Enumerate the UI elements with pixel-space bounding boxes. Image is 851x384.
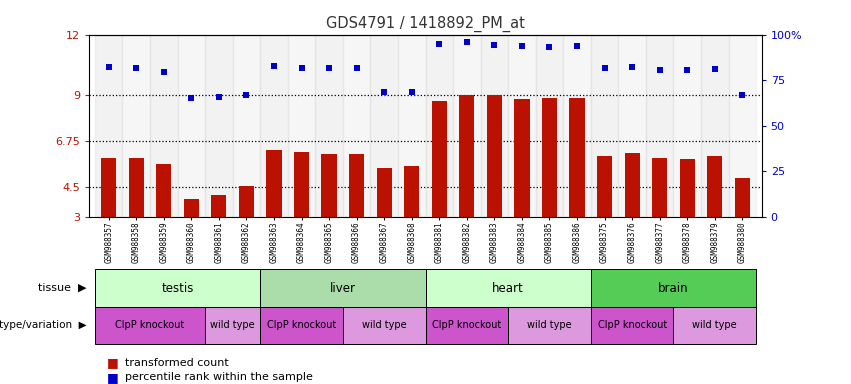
Bar: [129, 158, 144, 217]
Bar: [508, 35, 536, 217]
Bar: [514, 99, 529, 217]
Bar: [184, 199, 199, 217]
Bar: [288, 35, 315, 217]
Bar: [680, 159, 694, 217]
Bar: [652, 158, 667, 217]
Bar: [487, 95, 502, 217]
Bar: [597, 156, 612, 217]
Text: ClpP knockout: ClpP knockout: [597, 320, 667, 331]
Bar: [260, 307, 343, 344]
Bar: [315, 35, 343, 217]
Bar: [673, 307, 757, 344]
Bar: [349, 154, 364, 217]
Text: liver: liver: [330, 281, 356, 295]
Bar: [211, 195, 226, 217]
Bar: [673, 35, 701, 217]
Bar: [707, 156, 722, 217]
Bar: [625, 153, 640, 217]
Bar: [481, 35, 508, 217]
Bar: [157, 164, 171, 217]
Bar: [646, 35, 673, 217]
Bar: [343, 35, 370, 217]
Bar: [591, 35, 619, 217]
Bar: [260, 269, 426, 307]
Text: ■: ■: [106, 356, 118, 369]
Bar: [591, 307, 673, 344]
Bar: [734, 179, 750, 217]
Text: wild type: wild type: [362, 320, 407, 331]
Bar: [94, 35, 123, 217]
Bar: [260, 35, 288, 217]
Bar: [426, 35, 453, 217]
Text: percentile rank within the sample: percentile rank within the sample: [125, 372, 313, 382]
Bar: [150, 35, 178, 217]
Bar: [426, 269, 591, 307]
Text: wild type: wild type: [693, 320, 737, 331]
Text: heart: heart: [492, 281, 524, 295]
Bar: [536, 35, 563, 217]
Bar: [404, 166, 420, 217]
Bar: [343, 307, 426, 344]
Text: testis: testis: [162, 281, 194, 295]
Text: brain: brain: [658, 281, 688, 295]
Text: ■: ■: [106, 371, 118, 384]
Bar: [205, 307, 260, 344]
Bar: [619, 35, 646, 217]
Bar: [370, 35, 398, 217]
Bar: [728, 35, 757, 217]
Bar: [266, 150, 282, 217]
Text: ClpP knockout: ClpP knockout: [432, 320, 501, 331]
Bar: [205, 35, 232, 217]
Bar: [431, 101, 447, 217]
Bar: [239, 185, 254, 217]
Bar: [563, 35, 591, 217]
Text: transformed count: transformed count: [125, 358, 229, 368]
Bar: [398, 35, 426, 217]
Bar: [591, 269, 757, 307]
Text: wild type: wild type: [527, 320, 572, 331]
Title: GDS4791 / 1418892_PM_at: GDS4791 / 1418892_PM_at: [326, 16, 525, 32]
Text: tissue  ▶: tissue ▶: [38, 283, 87, 293]
Bar: [294, 152, 309, 217]
Bar: [569, 98, 585, 217]
Text: wild type: wild type: [210, 320, 255, 331]
Bar: [377, 168, 391, 217]
Text: ClpP knockout: ClpP knockout: [116, 320, 185, 331]
Text: ClpP knockout: ClpP knockout: [267, 320, 336, 331]
Bar: [426, 307, 508, 344]
Bar: [123, 35, 150, 217]
Bar: [508, 307, 591, 344]
Bar: [101, 158, 117, 217]
Bar: [453, 35, 481, 217]
Bar: [322, 154, 337, 217]
Bar: [178, 35, 205, 217]
Bar: [701, 35, 728, 217]
Text: genotype/variation  ▶: genotype/variation ▶: [0, 320, 87, 331]
Bar: [460, 95, 474, 217]
Bar: [232, 35, 260, 217]
Bar: [542, 98, 557, 217]
Bar: [94, 269, 260, 307]
Bar: [94, 307, 205, 344]
